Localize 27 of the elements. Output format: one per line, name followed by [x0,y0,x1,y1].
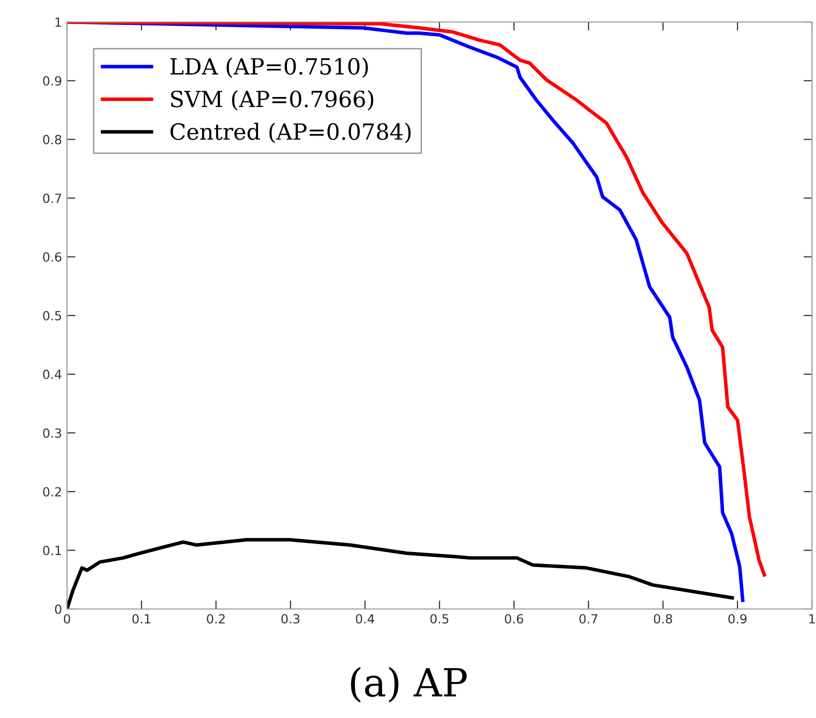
x-tick-label: 0.8 [654,614,672,624]
y-tick-label: 1 [56,18,61,27]
y-tick-label: 0 [55,604,62,614]
x-tick-label: 0.3 [281,614,300,624]
x-tick-label: 0.6 [504,614,524,624]
line-series [67,538,734,609]
y-tick-label: 0.6 [43,252,62,262]
y-tick-label: 0.4 [43,370,62,380]
legend-label: SVM (AP=0.7966) [171,90,374,111]
y-tick-label: 0.9 [43,76,62,86]
x-tick-label: 0.5 [430,614,448,624]
x-tick-label: 1 [809,614,815,624]
y-tick-label: 0.3 [43,428,62,438]
text: (a) AP [351,666,467,702]
y-tick-label: 0.1 [43,546,61,556]
x-tick-label: 0.9 [728,614,747,624]
x-tick-label: 0.1 [132,614,150,624]
legend-label: LDA (AP=0.7510) [170,58,368,78]
y-tick-label: 0.5 [43,310,62,320]
x-tick-label: 0.4 [356,614,374,624]
x-tick-label: 0.7 [579,614,598,624]
y-tick-label: 0.7 [43,194,62,204]
y-tick-label: 0.8 [43,134,62,144]
y-tick-label: 0.2 [43,487,61,497]
legend-label: Centred (AP=0.0784) [170,122,411,144]
x-tick-label: 0 [64,614,70,624]
x-tick-label: 0.2 [206,614,225,624]
